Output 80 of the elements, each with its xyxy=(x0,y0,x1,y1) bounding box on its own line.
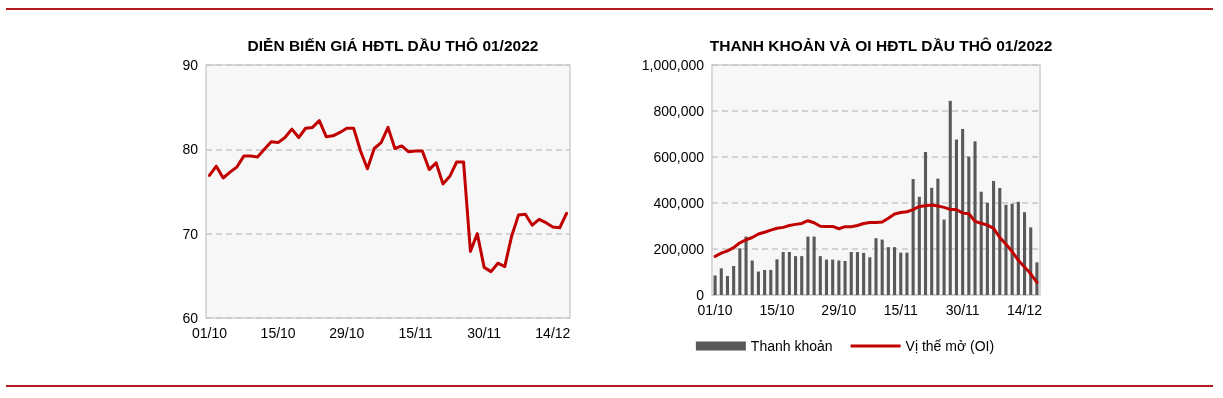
x-tick-label: 14/12 xyxy=(1007,302,1043,318)
bar xyxy=(781,251,785,295)
legend-label: Vị thế mở (OI) xyxy=(905,338,995,354)
y-tick-label: 800,000 xyxy=(653,103,705,119)
chart-title: THANH KHOẢN VÀ OI HĐTL DẦU THÔ 01/2022 xyxy=(709,36,1053,54)
bar xyxy=(917,196,921,295)
x-tick-label: 15/11 xyxy=(398,325,433,341)
y-tick-label: 1,000,000 xyxy=(641,57,705,73)
bar xyxy=(775,259,779,295)
bar xyxy=(930,187,934,295)
bar xyxy=(923,151,928,295)
bar xyxy=(1004,204,1008,295)
y-tick-label: 400,000 xyxy=(653,195,705,211)
bar xyxy=(794,256,798,295)
y-tick-label: 200,000 xyxy=(653,241,705,257)
bar xyxy=(843,260,847,295)
x-tick-label: 15/10 xyxy=(759,302,795,318)
chart-title: DIỄN BIẾN GIÁ HĐTL DẦU THÔ 01/2022 xyxy=(247,36,539,54)
bar xyxy=(824,259,829,295)
bar xyxy=(756,271,760,295)
bar xyxy=(905,252,909,295)
bar xyxy=(837,260,841,295)
bar xyxy=(874,238,878,295)
bar xyxy=(880,239,884,295)
bar xyxy=(812,236,816,295)
bar xyxy=(719,268,723,295)
bar xyxy=(954,139,958,295)
bar xyxy=(979,191,983,295)
y-tick-label: 60 xyxy=(182,310,199,326)
x-tick-label: 30/11 xyxy=(467,325,502,341)
bar xyxy=(769,269,773,295)
legend-label: Thanh khoản xyxy=(750,338,833,354)
bar xyxy=(1010,203,1014,295)
bar xyxy=(893,247,897,295)
bar xyxy=(725,275,730,295)
bar xyxy=(992,180,996,295)
bar xyxy=(886,247,890,295)
bar xyxy=(818,256,822,295)
bar xyxy=(1029,227,1033,295)
bar xyxy=(750,260,754,295)
x-tick-label: 29/10 xyxy=(821,302,857,318)
y-tick-label: 90 xyxy=(182,57,199,73)
bar xyxy=(948,100,952,295)
x-tick-label: 15/11 xyxy=(883,302,918,318)
bar xyxy=(1022,212,1027,295)
bar xyxy=(868,257,872,295)
bar xyxy=(985,202,989,295)
bar xyxy=(998,188,1002,295)
bar xyxy=(967,156,971,295)
x-tick-label: 29/10 xyxy=(329,325,365,341)
x-tick-label: 01/10 xyxy=(697,302,733,318)
y-tick-label: 600,000 xyxy=(653,149,705,165)
y-tick-label: 80 xyxy=(182,141,199,158)
y-tick-label: 0 xyxy=(696,287,705,303)
bar xyxy=(973,141,977,295)
x-tick-label: 30/11 xyxy=(945,302,980,318)
bar xyxy=(806,236,810,295)
x-tick-label: 14/12 xyxy=(535,325,571,341)
line-series xyxy=(207,119,569,274)
bar xyxy=(899,252,903,295)
bar xyxy=(961,128,965,295)
bar xyxy=(738,248,742,295)
bar xyxy=(936,178,940,295)
x-tick-label: 15/10 xyxy=(260,325,296,341)
bar xyxy=(763,269,767,295)
bar xyxy=(800,256,804,295)
bar xyxy=(744,236,748,295)
bar xyxy=(831,259,835,295)
bar xyxy=(911,179,915,295)
bar xyxy=(1016,201,1020,295)
bar xyxy=(787,251,791,295)
line-series xyxy=(713,203,1039,284)
bar xyxy=(862,252,866,295)
bar xyxy=(713,275,717,295)
bar xyxy=(855,251,859,295)
y-tick-label: 70 xyxy=(182,225,199,242)
bar xyxy=(732,266,736,295)
bar xyxy=(942,219,946,295)
bar xyxy=(849,251,853,295)
x-tick-label: 01/10 xyxy=(191,325,228,341)
